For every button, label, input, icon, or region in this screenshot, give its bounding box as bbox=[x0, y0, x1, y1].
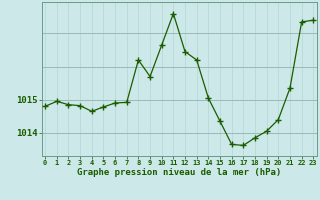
X-axis label: Graphe pression niveau de la mer (hPa): Graphe pression niveau de la mer (hPa) bbox=[77, 168, 281, 177]
